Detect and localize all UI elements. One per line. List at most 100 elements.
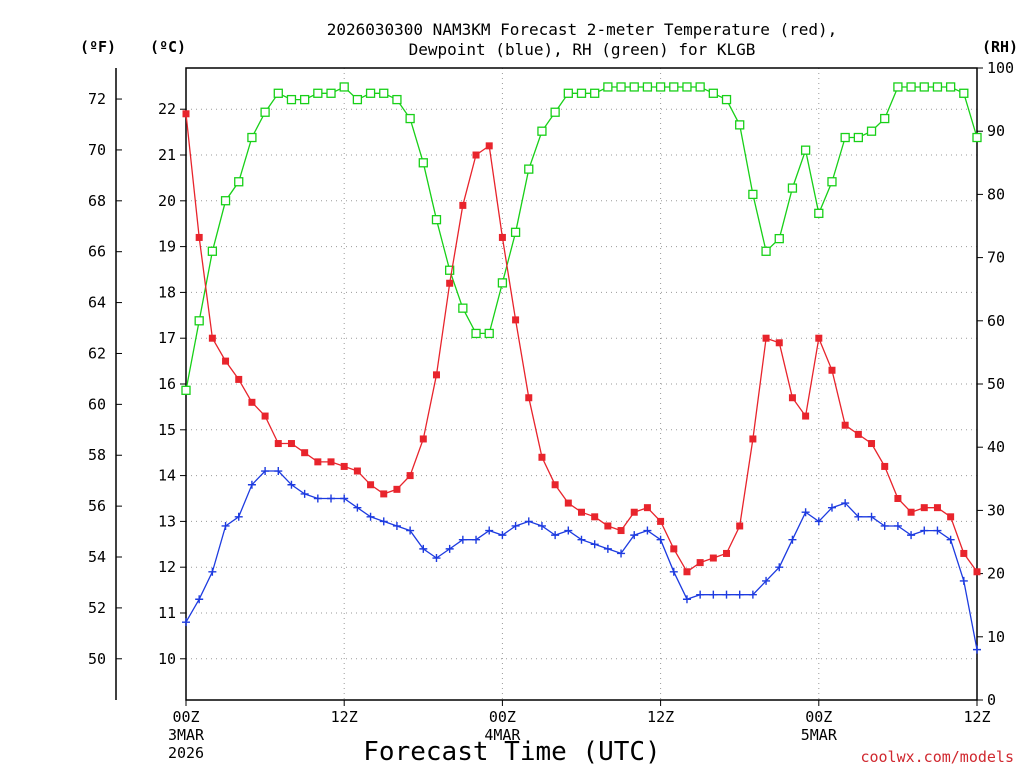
data-point — [775, 339, 783, 347]
series-line — [185, 86, 978, 391]
x-tick-date: 3MAR — [168, 726, 205, 744]
data-point — [195, 233, 203, 241]
celsius-tick-label: 22 — [158, 100, 176, 118]
data-point — [933, 526, 942, 535]
series-dewpoint — [182, 467, 981, 654]
data-point — [406, 472, 414, 480]
data-point — [748, 590, 757, 599]
data-point — [510, 227, 521, 237]
data-point — [181, 385, 191, 395]
data-point — [472, 535, 481, 544]
data-point — [959, 88, 969, 98]
data-point — [854, 512, 863, 521]
data-point — [722, 590, 731, 599]
data-point — [841, 499, 850, 508]
data-point — [563, 88, 573, 98]
x-tick-date: 5MAR — [801, 726, 838, 744]
data-point — [365, 88, 376, 98]
data-point — [498, 531, 507, 540]
data-point — [393, 485, 401, 493]
data-point — [617, 549, 626, 558]
data-point — [287, 440, 295, 448]
data-point — [840, 132, 850, 143]
data-point — [366, 512, 375, 521]
data-point — [537, 521, 546, 530]
data-point — [920, 526, 929, 535]
data-point — [603, 544, 612, 553]
data-point — [353, 467, 361, 475]
rh-tick-label: 70 — [987, 249, 1005, 267]
data-point — [498, 233, 506, 241]
data-point — [880, 521, 889, 530]
data-point — [630, 531, 639, 540]
data-point — [182, 110, 190, 118]
rh-tick-label: 100 — [987, 59, 1014, 77]
series-rh — [181, 82, 982, 395]
data-point — [682, 595, 691, 604]
x-tick-label: 00Z — [489, 708, 516, 726]
data-point — [670, 545, 678, 553]
data-point — [907, 531, 916, 540]
data-point — [353, 503, 362, 512]
data-point — [735, 590, 744, 599]
data-point — [761, 246, 771, 256]
data-point — [828, 366, 836, 374]
rh-tick-label: 60 — [987, 312, 1005, 330]
data-point — [669, 82, 679, 92]
data-point — [419, 435, 427, 443]
data-point — [920, 504, 928, 512]
data-point — [497, 278, 508, 288]
data-point — [775, 563, 784, 572]
data-point — [947, 513, 955, 521]
data-point — [392, 94, 402, 105]
data-point — [721, 94, 732, 105]
data-point — [616, 82, 626, 92]
data-point — [814, 208, 824, 219]
data-point — [894, 494, 902, 502]
celsius-tick-label: 12 — [158, 558, 176, 576]
data-point — [406, 526, 415, 535]
data-point — [485, 142, 493, 150]
data-point — [960, 549, 968, 557]
data-point — [340, 462, 348, 470]
data-point — [432, 554, 441, 563]
data-point — [551, 531, 560, 540]
data-point — [695, 82, 705, 92]
data-point — [642, 82, 653, 92]
data-point — [207, 246, 218, 256]
x-tick-label: 12Z — [331, 708, 358, 726]
data-point — [247, 480, 256, 489]
data-point — [696, 590, 705, 599]
data-point — [787, 183, 798, 193]
data-point — [314, 458, 322, 466]
rh-tick-label: 80 — [987, 185, 1005, 203]
fahrenheit-tick-label: 56 — [88, 497, 106, 515]
data-point — [617, 527, 625, 535]
data-point — [220, 196, 231, 206]
rh-tick-label: 20 — [987, 565, 1005, 583]
data-point — [774, 233, 784, 244]
data-point — [762, 576, 771, 585]
x-tick-label: 00Z — [805, 708, 832, 726]
data-point — [682, 82, 692, 92]
data-point — [274, 467, 283, 476]
data-point — [669, 567, 678, 576]
rh-tick-label: 40 — [987, 438, 1005, 456]
data-point — [854, 430, 862, 438]
data-point — [537, 126, 547, 136]
data-point — [287, 480, 296, 489]
data-point — [749, 435, 757, 443]
data-point — [576, 88, 587, 98]
data-point — [446, 279, 454, 287]
data-point — [841, 421, 849, 429]
data-point — [525, 394, 533, 402]
data-point — [657, 517, 665, 525]
data-point — [577, 535, 586, 544]
data-point — [234, 512, 243, 521]
x-tick-label: 12Z — [647, 708, 674, 726]
data-point — [419, 544, 428, 553]
data-point — [643, 504, 651, 512]
rh-tick-label: 30 — [987, 501, 1005, 519]
data-point — [880, 113, 890, 124]
fahrenheit-tick-label: 72 — [88, 90, 106, 108]
